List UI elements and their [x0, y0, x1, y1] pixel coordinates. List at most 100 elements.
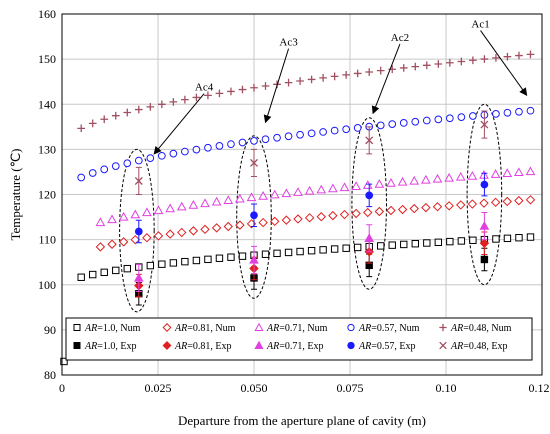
- legend-marker: [162, 341, 172, 350]
- num-point: [503, 52, 512, 61]
- num-point: [169, 98, 178, 106]
- num-point: [284, 248, 293, 257]
- num-point: [123, 159, 132, 168]
- num-point: [342, 125, 351, 134]
- series-exp-0: [135, 247, 489, 306]
- plot-frame: [61, 13, 543, 376]
- num-point: [467, 170, 478, 180]
- legend-label: AR=0.48, Exp: [450, 341, 507, 352]
- num-point: [526, 233, 535, 241]
- annotation-label-ac2: Ac2: [391, 32, 409, 44]
- num-point: [514, 167, 524, 177]
- num-point: [397, 204, 408, 215]
- exp-point: [134, 227, 143, 236]
- num-point: [330, 126, 339, 135]
- plot-border: [61, 13, 543, 376]
- legend-marker: [73, 342, 81, 349]
- legend-marker: [162, 323, 172, 332]
- num-point: [293, 214, 303, 224]
- num-point: [446, 237, 454, 246]
- num-point: [134, 156, 143, 165]
- ellipse-group: [119, 103, 503, 313]
- annotation-label-ac3: Ac3: [279, 37, 298, 49]
- num-point: [188, 199, 199, 209]
- num-point: [328, 210, 338, 221]
- num-point: [181, 257, 189, 266]
- num-point: [211, 196, 222, 206]
- num-point: [215, 89, 224, 98]
- exp-point: [250, 158, 258, 167]
- x-axis-label: Departure from the aperture plane of cav…: [178, 413, 426, 428]
- num-point: [330, 72, 339, 81]
- num-point: [296, 77, 304, 85]
- num-point: [434, 115, 443, 124]
- exp-point: [480, 180, 489, 189]
- num-point: [446, 58, 454, 67]
- num-point: [238, 138, 247, 147]
- num-point: [409, 175, 420, 185]
- num-point: [432, 202, 443, 212]
- num-point: [319, 128, 327, 136]
- num-point: [250, 136, 258, 145]
- legend: AR=1.0, Num AR=0.81, Num AR=0.71, Num AR=0.…: [65, 317, 533, 361]
- num-point: [307, 75, 316, 84]
- num-point: [227, 140, 235, 149]
- num-point: [365, 68, 374, 76]
- num-point: [328, 183, 338, 193]
- num-point: [204, 91, 212, 100]
- legend-label: AR=0.57, Exp: [358, 341, 415, 352]
- tick-labels: 80 90 100 110 120 130 140 150 160 0 0.025 0.050 0.07…: [38, 7, 550, 395]
- num-point: [490, 197, 501, 208]
- y-tick-label: 140: [38, 97, 56, 111]
- y-tick-label: 120: [38, 188, 56, 202]
- num-point: [142, 207, 152, 217]
- exp-point: [480, 255, 489, 264]
- num-point: [479, 198, 489, 208]
- num-point: [339, 182, 350, 192]
- legend-entry: AR=0.71, Num: [254, 322, 328, 334]
- num-point: [399, 119, 408, 127]
- exp-point: [365, 191, 374, 200]
- num-point: [169, 259, 178, 267]
- legend-label: AR=0.48, Num: [450, 323, 512, 334]
- num-point: [246, 192, 257, 202]
- num-point: [388, 241, 396, 249]
- y-tick-label: 160: [38, 7, 56, 21]
- x-tick-label: 0.10: [436, 381, 457, 395]
- num-point: [235, 193, 245, 203]
- num-point: [432, 173, 443, 183]
- exp-point: [480, 120, 489, 129]
- exp-point: [365, 136, 374, 145]
- num-point: [376, 66, 385, 75]
- annotation-label-ac1: Ac1: [471, 19, 489, 31]
- num-point: [100, 268, 108, 277]
- num-point: [77, 124, 86, 133]
- num-point: [339, 209, 350, 220]
- num-point: [176, 201, 187, 211]
- legend-box: [65, 317, 533, 361]
- num-point: [304, 185, 315, 195]
- num-point: [386, 205, 396, 216]
- num-point: [526, 106, 535, 115]
- num-point: [223, 221, 233, 232]
- num-point: [502, 168, 513, 177]
- num-point: [362, 180, 373, 189]
- legend-label: AR=1.0, Num: [84, 323, 141, 334]
- num-point: [514, 195, 524, 206]
- legend-marker: [347, 341, 355, 350]
- num-point: [146, 103, 155, 111]
- num-point: [421, 202, 431, 213]
- ellipse-3: [466, 103, 503, 286]
- num-point: [238, 85, 247, 94]
- num-point: [181, 147, 189, 156]
- num-point: [77, 273, 85, 281]
- num-point: [107, 214, 117, 224]
- num-point: [118, 237, 129, 247]
- num-point: [374, 206, 385, 217]
- num-point: [351, 181, 361, 190]
- annotation-arrow-1: [263, 48, 290, 124]
- num-point: [421, 174, 431, 184]
- num-point: [273, 249, 281, 258]
- num-point: [515, 51, 523, 60]
- legend-marker: [439, 323, 447, 332]
